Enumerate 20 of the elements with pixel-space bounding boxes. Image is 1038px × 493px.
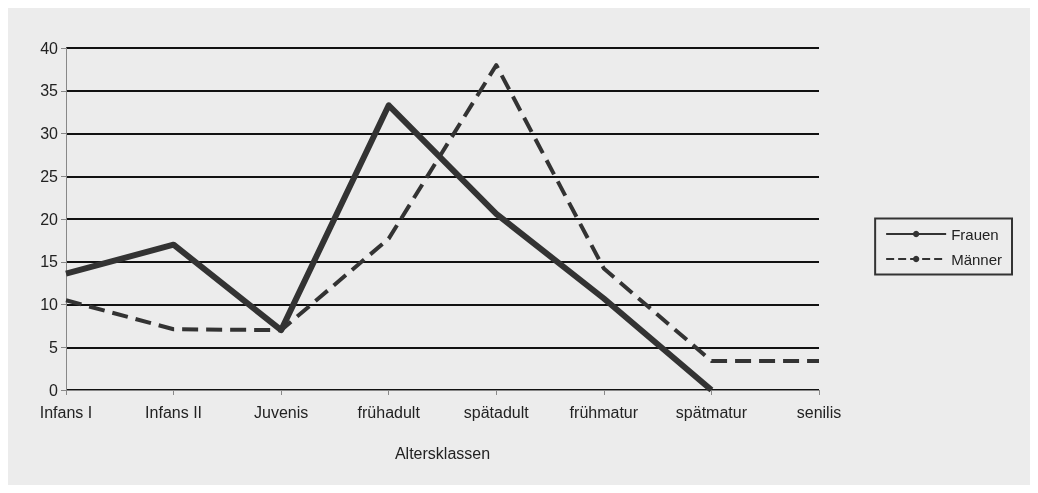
y-tick-label: 5 <box>49 338 59 356</box>
x-tick-label: spätadult <box>463 403 530 421</box>
x-tick-label: frühadult <box>357 403 421 421</box>
y-tick-label: 20 <box>40 210 59 228</box>
x-tick-label: Infans I <box>39 403 93 421</box>
x-tick-label: spätmatur <box>675 403 748 421</box>
y-tick-label: 25 <box>40 167 59 185</box>
x-tick-label: Juvenis <box>254 403 309 421</box>
y-tick-label: 0 <box>49 381 59 399</box>
x-tick-label: frühmatur <box>569 403 639 421</box>
y-tick-label: 10 <box>40 296 59 313</box>
x-axis-title: Altersklassen <box>394 444 491 462</box>
y-tick-label: 15 <box>40 253 59 271</box>
x-tick-label: senilis <box>796 403 842 421</box>
y-tick-label: 40 <box>40 39 59 57</box>
legend-label: Männer <box>951 250 1002 268</box>
y-tick-label: 30 <box>40 125 59 142</box>
legend-label: Frauen <box>951 225 999 243</box>
y-tick-label: 35 <box>40 82 59 100</box>
x-tick-label: Infans II <box>145 403 203 421</box>
